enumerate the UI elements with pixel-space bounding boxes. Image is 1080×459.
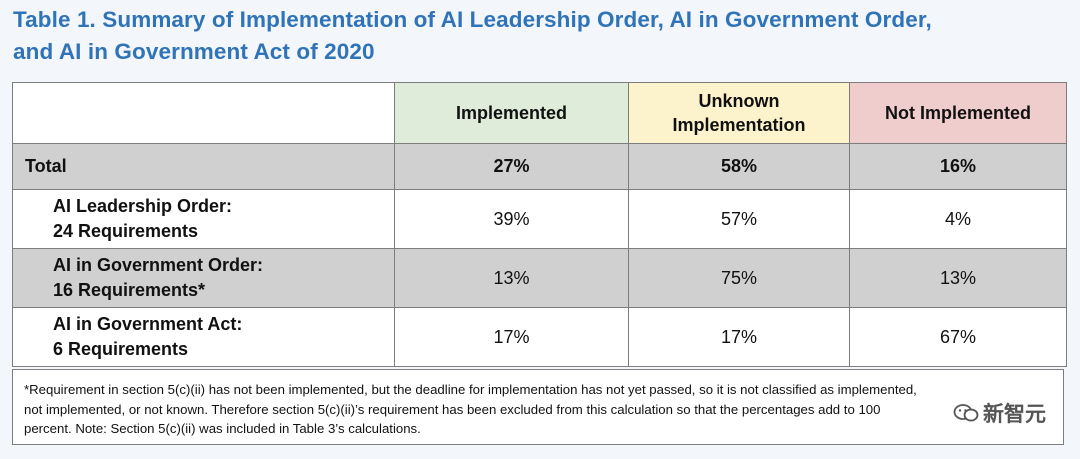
footnote-line-1: *Requirement in section 5(c)(ii) has not… bbox=[24, 382, 917, 397]
header-unknown-line-1: Unknown bbox=[698, 91, 780, 111]
row-implemented: 17% bbox=[394, 307, 629, 367]
table-title-line-1: Table 1. Summary of Implementation of AI… bbox=[13, 7, 932, 32]
row-implemented: 39% bbox=[394, 189, 629, 249]
total-label: Total bbox=[12, 143, 395, 190]
row-not-implemented: 4% bbox=[849, 189, 1067, 249]
row-not-implemented: 13% bbox=[849, 248, 1067, 308]
row-unknown: 57% bbox=[628, 189, 850, 249]
row-label-line-2: 24 Requirements bbox=[53, 221, 199, 241]
header-implemented: Implemented bbox=[394, 82, 629, 144]
row-unknown: 75% bbox=[628, 248, 850, 308]
watermark-text: 新智元 bbox=[983, 403, 1046, 426]
table-row: AI Leadership Order: 24 Requirements 39%… bbox=[12, 189, 1067, 249]
header-not-implemented: Not Implemented bbox=[849, 82, 1067, 144]
total-not-implemented: 16% bbox=[849, 143, 1067, 190]
table-title: Table 1. Summary of Implementation of AI… bbox=[13, 4, 1073, 68]
footnote-line-3: percent. Note: Section 5(c)(ii) was incl… bbox=[24, 421, 421, 436]
footnote-line-2: not implemented, or not known. Therefore… bbox=[24, 401, 881, 417]
row-label-line-2: 6 Requirements bbox=[53, 339, 189, 359]
row-unknown: 17% bbox=[628, 307, 850, 367]
row-label: AI in Government Act: 6 Requirements bbox=[12, 307, 395, 367]
row-label-line-2: 16 Requirements* bbox=[53, 280, 206, 300]
row-label-line-1: AI in Government Order: bbox=[53, 255, 264, 275]
summary-table: Implemented Unknown Implementation Not I… bbox=[12, 82, 1067, 367]
footnote: *Requirement in section 5(c)(ii) has not… bbox=[12, 369, 1064, 445]
total-unknown: 58% bbox=[628, 143, 850, 190]
row-implemented: 13% bbox=[394, 248, 629, 308]
row-not-implemented: 67% bbox=[849, 307, 1067, 367]
wechat-icon bbox=[953, 404, 979, 422]
header-unknown-implementation: Unknown Implementation bbox=[628, 82, 850, 144]
total-implemented: 27% bbox=[394, 143, 629, 190]
row-label: AI Leadership Order: 24 Requirements bbox=[12, 189, 395, 249]
header-blank-cell bbox=[12, 82, 395, 144]
table-title-line-2: and AI in Government Act of 2020 bbox=[13, 39, 375, 64]
row-label: AI in Government Order: 16 Requirements* bbox=[12, 248, 395, 308]
row-label-line-1: AI in Government Act: bbox=[53, 314, 243, 334]
table-row: AI in Government Act: 6 Requirements 17%… bbox=[12, 307, 1067, 367]
header-row: Implemented Unknown Implementation Not I… bbox=[12, 82, 1067, 144]
table-row: AI in Government Order: 16 Requirements*… bbox=[12, 248, 1067, 308]
total-row: Total 27% 58% 16% bbox=[12, 143, 1067, 190]
watermark: 新智元 bbox=[949, 398, 1050, 428]
row-label-line-1: AI Leadership Order: bbox=[53, 196, 233, 216]
header-unknown-line-2: Implementation bbox=[672, 115, 806, 135]
